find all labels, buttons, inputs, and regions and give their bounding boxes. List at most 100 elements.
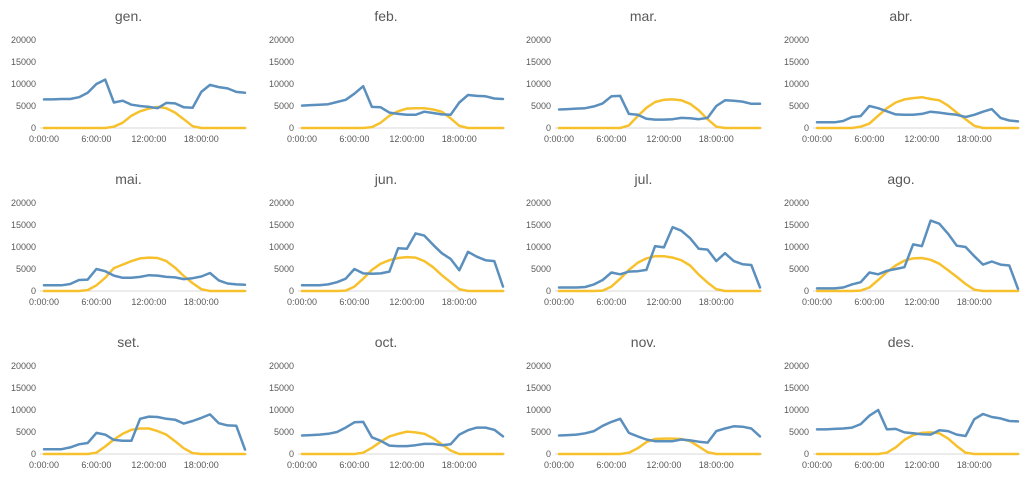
chart-panel-6: jul. 20000 15000 10000 5000 0 0:00:00 6:00:00 12… [515,163,772,323]
series-line-blue [557,225,762,289]
panel-title: set. [117,334,140,350]
chart-panel-0: gen. 20000 15000 10000 5000 0 0:00:00 6:00:00 12… [0,0,257,160]
x-tick-label: 6:00:00 [596,134,626,144]
x-tick-label: 18:00:00 [956,134,991,144]
panel-plot: 20000 15000 10000 5000 00:00:00 6:00:00 12:00:… [11,35,247,144]
panel-plot: 20000 15000 10000 5000 00:00:00 6:00:00 12:00:… [11,198,247,307]
y-tick-label: 10000 [268,242,293,252]
y-tick-label: 5000 [531,264,551,274]
y-tick-label: 10000 [11,79,36,89]
y-tick-label: 0 [288,123,293,133]
y-tick-label: 20000 [11,361,36,371]
series-line-yellow [300,106,504,130]
y-tick-label: 10000 [268,79,293,89]
x-tick-label: 0:00:00 [286,460,316,470]
y-tick-label: 5000 [273,264,293,274]
x-tick-label: 0:00:00 [286,297,316,307]
y-tick-label: 15000 [11,57,36,67]
y-tick-label: 15000 [268,383,293,393]
panel-title: ago. [887,171,915,187]
y-tick-label: 20000 [526,35,551,45]
y-tick-label: 15000 [526,220,551,230]
y-tick-label: 20000 [268,35,293,45]
series-line-blue [42,413,247,451]
panel-title: feb. [374,8,398,24]
series-line-yellow [300,255,504,293]
panel-title: gen. [114,8,143,24]
series-line-yellow [300,430,504,456]
y-tick-label: 10000 [526,79,551,89]
panel-plot: 20000 15000 10000 5000 00:00:00 6:00:00 12:00:… [268,361,505,470]
panel-title: oct. [374,334,398,350]
chart-panel-8: set. 20000 15000 10000 5000 0 0:00:00 6:00:00 12… [0,326,257,486]
y-tick-label: 0 [31,449,36,459]
x-tick-label: 18:00:00 [441,297,476,307]
y-tick-label: 10000 [11,405,36,415]
series-line-blue [300,232,504,288]
panel-plot: 20000 15000 10000 5000 00:00:00 6:00:00 12:00:… [526,361,762,470]
panel-title: des. [887,334,915,350]
y-tick-label: 0 [31,123,36,133]
y-tick-label: 0 [546,123,551,133]
x-tick-label: 0:00:00 [29,460,59,470]
y-tick-label: 5000 [531,101,551,111]
series-line-yellow [42,427,247,456]
y-tick-label: 5000 [788,264,808,274]
y-tick-label: 5000 [531,427,551,437]
y-tick-label: 20000 [268,198,293,208]
chart-panel-2: mar. 20000 15000 10000 5000 0 0:00:00 6:00:00 12… [515,0,772,160]
x-tick-label: 0:00:00 [29,297,59,307]
x-tick-label: 12:00:00 [131,460,166,470]
series-line-blue [815,104,1019,124]
y-tick-label: 15000 [783,220,808,230]
series-line-blue [300,420,504,448]
y-tick-label: 20000 [783,361,808,371]
series-line-blue [815,219,1019,291]
chart-panel-9: oct. 20000 15000 10000 5000 0 0:00:00 6:00:00 12… [258,326,515,486]
y-tick-label: 0 [803,449,808,459]
y-tick-label: 10000 [783,79,808,89]
panel-plot: 20000 15000 10000 5000 00:00:00 6:00:00 12:00:… [526,35,762,144]
series-line-blue [557,94,762,121]
x-tick-label: 6:00:00 [854,297,884,307]
series-line-yellow [557,437,762,456]
chart-panel-3: abr. 20000 15000 10000 5000 0 0:00:00 6:00:00 12… [773,0,1030,160]
x-tick-label: 18:00:00 [441,460,476,470]
y-tick-label: 20000 [783,35,808,45]
y-tick-label: 5000 [273,101,293,111]
y-tick-label: 0 [546,449,551,459]
y-tick-label: 20000 [11,35,36,45]
x-tick-label: 6:00:00 [339,460,369,470]
y-tick-label: 20000 [526,361,551,371]
panel-title: nov. [630,334,657,350]
x-tick-label: 6:00:00 [339,297,369,307]
y-tick-label: 5000 [273,427,293,437]
y-tick-label: 0 [31,286,36,296]
x-tick-label: 0:00:00 [801,460,831,470]
y-tick-label: 15000 [526,57,551,67]
x-tick-label: 18:00:00 [956,460,991,470]
y-tick-label: 0 [803,123,808,133]
panel-plot: 20000 15000 10000 5000 00:00:00 6:00:00 12:00:… [11,361,247,470]
x-tick-label: 6:00:00 [81,460,111,470]
panel-title: jul. [634,171,653,187]
panel-plot: 20000 15000 10000 5000 00:00:00 6:00:00 12:00:… [268,198,505,307]
y-tick-label: 15000 [11,220,36,230]
x-tick-label: 18:00:00 [699,134,734,144]
y-tick-label: 5000 [16,101,36,111]
x-tick-label: 12:00:00 [646,297,681,307]
x-tick-label: 12:00:00 [904,297,939,307]
x-tick-label: 18:00:00 [184,460,219,470]
y-tick-label: 10000 [268,405,293,415]
x-tick-label: 12:00:00 [389,134,424,144]
x-tick-label: 0:00:00 [801,297,831,307]
y-tick-label: 15000 [783,57,808,67]
chart-panel-11: des. 20000 15000 10000 5000 0 0:00:00 6:00:00 12… [773,326,1030,486]
x-tick-label: 6:00:00 [854,134,884,144]
x-tick-label: 0:00:00 [29,134,59,144]
series-line-blue [300,84,504,117]
x-tick-label: 18:00:00 [956,297,991,307]
y-tick-label: 5000 [16,264,36,274]
chart-panel-7: ago. 20000 15000 10000 5000 0 0:00:00 6:00:00 12… [773,163,1030,323]
